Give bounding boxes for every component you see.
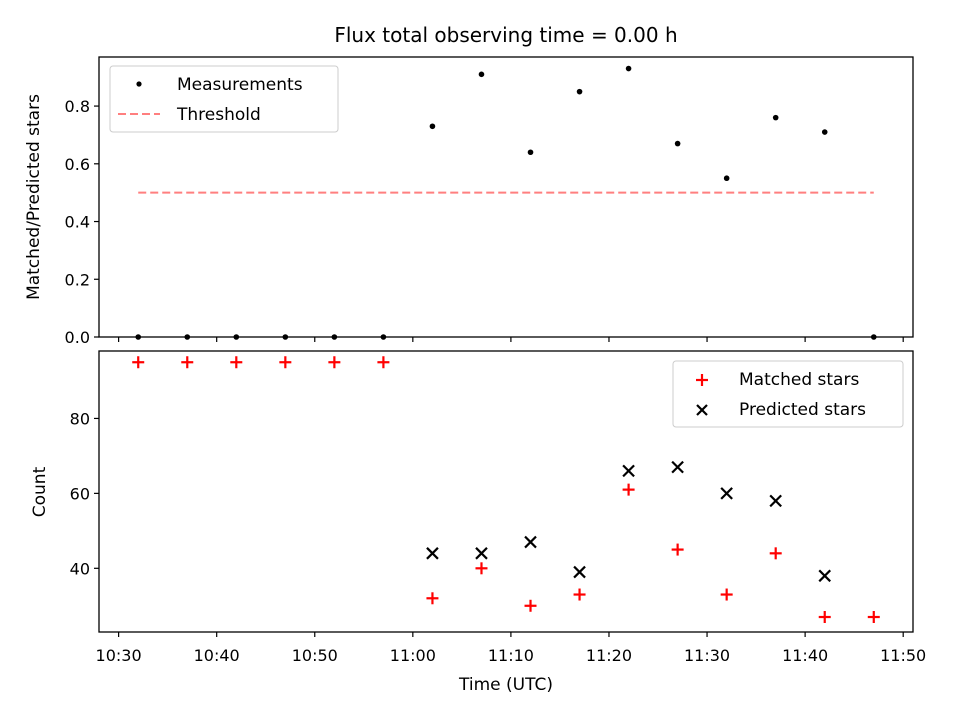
measurement-point	[821, 129, 828, 135]
top-legend: Measurements Threshold	[109, 65, 339, 133]
legend-label-matched: Matched stars	[739, 370, 859, 390]
bottom-xlabel: Time (UTC)	[458, 675, 553, 695]
measurement-point	[625, 65, 632, 72]
predicted-stars-point	[524, 535, 537, 549]
legend-marker-matched	[696, 374, 708, 386]
legend-label-measurements: Measurements	[177, 75, 303, 95]
predicted-stars-point	[818, 569, 832, 583]
bottom-xtick-label: 11:40	[782, 646, 828, 665]
bottom-legend-box	[672, 360, 904, 428]
bottom-xtick-group: 10:30 10:40 10:50 11:00 11:10 11:20 11:30 11:40…	[96, 632, 926, 665]
legend-label-threshold: Threshold	[176, 105, 261, 125]
top-ytick-label: 0.6	[65, 155, 90, 174]
measurement-point	[674, 140, 681, 147]
top-ytick-group: 0.0 0.2 0.4 0.6 0.8	[65, 97, 99, 347]
matched-stars-point	[573, 588, 586, 601]
predicted-stars-point	[573, 565, 586, 579]
predicted-stars-point	[720, 487, 733, 500]
measurement-point	[576, 88, 583, 95]
matched-stars-point	[622, 483, 635, 496]
bottom-axes-frame	[98, 350, 914, 633]
bottom-xtick-label: 11:10	[488, 646, 534, 665]
top-panel: Flux total observing time = 0.00 h Match…	[24, 23, 914, 347]
matched-stars-point	[132, 356, 145, 369]
bottom-xtick-label: 11:00	[390, 646, 436, 665]
top-legend-box	[109, 65, 339, 133]
bottom-legend: Matched stars Predicted stars	[672, 360, 904, 428]
legend-label-predicted: Predicted stars	[739, 400, 866, 420]
top-ytick-label: 0.8	[65, 97, 90, 116]
matched-stars-point	[181, 356, 194, 369]
top-xtick-group	[118, 337, 904, 342]
measurement-point	[723, 175, 730, 182]
legend-marker-measurements	[136, 81, 142, 87]
bottom-xtick-label: 11:20	[586, 646, 632, 665]
matched-stars-point	[377, 356, 390, 369]
predicted-stars-point	[671, 460, 684, 474]
matched-stars-point	[230, 356, 243, 369]
matched-stars-point	[671, 543, 684, 556]
matched-stars-point	[720, 588, 733, 601]
top-ytick-label: 0.0	[65, 328, 90, 347]
bottom-xtick-label: 10:50	[292, 646, 338, 665]
measurement-point	[772, 114, 779, 121]
matched-stars-point	[279, 356, 292, 369]
predicted-stars-point	[622, 464, 635, 478]
matched-stars-point	[867, 611, 880, 624]
predicted-stars-point	[769, 494, 782, 508]
top-axes-frame	[98, 56, 914, 338]
bottom-ytick-label: 80	[70, 409, 90, 428]
bottom-ytick-label: 40	[70, 559, 90, 578]
top-ytick-label: 0.2	[65, 270, 90, 289]
bottom-series-group	[132, 356, 880, 624]
bottom-ytick-group: 40 60 80	[70, 409, 99, 578]
predicted-stars-point	[475, 547, 488, 560]
bottom-xtick-label: 10:30	[96, 646, 142, 665]
measurement-point	[429, 123, 436, 130]
matched-stars-point	[328, 356, 341, 369]
top-title: Flux total observing time = 0.00 h	[334, 23, 677, 47]
matched-stars-point	[426, 592, 439, 605]
legend-marker-predicted	[696, 404, 708, 416]
predicted-stars-point	[426, 547, 439, 560]
top-ylabel: Matched/Predicted stars	[24, 94, 44, 300]
bottom-xtick-label: 10:40	[194, 646, 240, 665]
bottom-ytick-label: 60	[70, 484, 90, 503]
matched-stars-point	[769, 547, 782, 560]
measurement-point	[478, 71, 485, 78]
matched-stars-point	[524, 599, 537, 612]
bottom-xtick-label: 11:50	[880, 646, 926, 665]
top-ytick-label: 0.4	[65, 213, 90, 232]
bottom-ylabel: Count	[30, 466, 50, 517]
matched-stars-point	[818, 611, 831, 624]
bottom-xtick-label: 11:30	[684, 646, 730, 665]
measurement-point	[527, 149, 534, 156]
matched-stars-point	[475, 562, 488, 575]
